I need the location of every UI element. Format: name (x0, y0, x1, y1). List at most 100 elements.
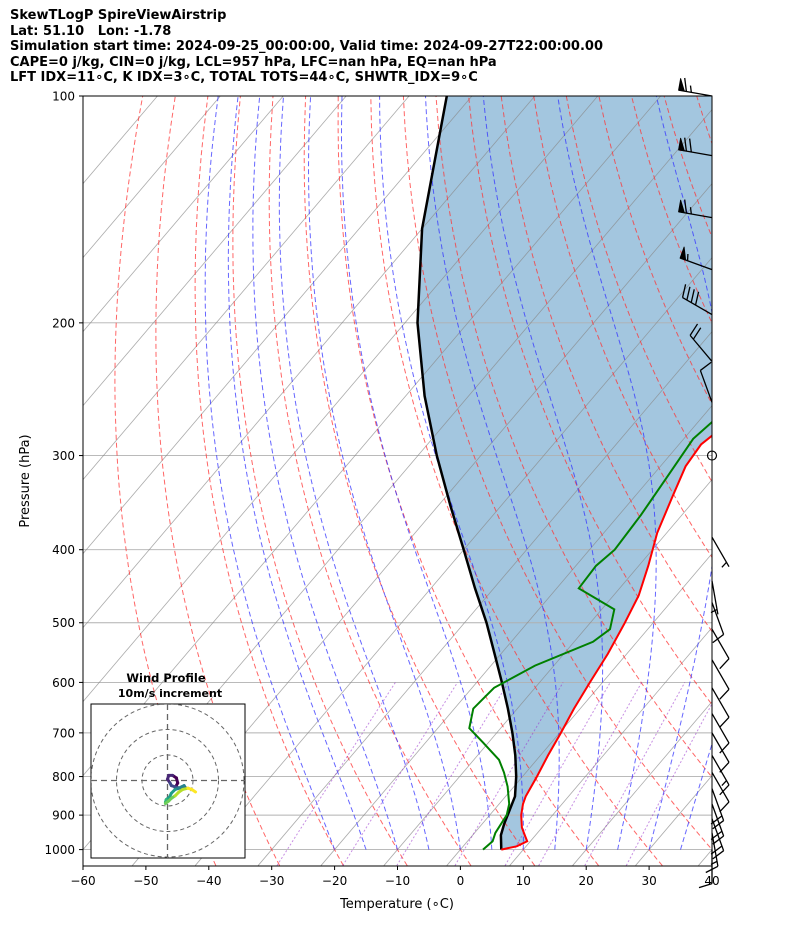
barb-staff (711, 536, 730, 567)
moist-adiabat-line (557, 96, 657, 850)
moist-adiabat-line (648, 96, 712, 850)
wind-barb (679, 246, 713, 271)
y-tick-label: 700 (52, 726, 75, 740)
mixing-ratio-line (396, 682, 509, 866)
barb-full (684, 77, 688, 92)
y-tick-label: 1000 (44, 843, 75, 857)
barb-full (719, 716, 730, 728)
barb-full (719, 658, 730, 670)
wind-barb (711, 536, 730, 568)
wind-barb (681, 284, 713, 316)
inset-plot-area (91, 704, 245, 858)
y-tick-label: 200 (52, 316, 75, 330)
isotherm-line (509, 626, 712, 866)
stability-line: CAPE=0 j/kg, CIN=0 j/kg, LCL=957 hPa, LF… (10, 54, 497, 70)
mixing-ratio-line (342, 682, 458, 866)
x-tick-label: 10 (516, 874, 531, 888)
wind-barb (678, 137, 713, 157)
barb-half (689, 207, 692, 215)
isotherm-line (257, 330, 712, 866)
barb-flag (678, 199, 685, 214)
barb-staff (711, 755, 730, 786)
hodograph-segment (190, 787, 198, 794)
isotherm-line (572, 700, 712, 866)
isotherm-line (320, 404, 712, 866)
barb-staff (711, 832, 719, 867)
mixing-ratio-line (625, 702, 712, 866)
moist-adiabat-line (204, 96, 336, 850)
dry-adiabat-line (762, 96, 794, 866)
isotherm-line (83, 96, 410, 481)
y-tick-label: 400 (52, 543, 75, 557)
shaded-area (417, 96, 712, 850)
x-tick-label: −60 (70, 874, 95, 888)
wind-barb (711, 772, 730, 813)
wind-barb (711, 755, 730, 796)
y-tick-label: 300 (52, 449, 75, 463)
isotherm-line (446, 552, 712, 866)
barb-full (690, 289, 695, 303)
chart-title: SkewTLogP SpireViewAirstrip (10, 8, 227, 23)
barb-full (692, 327, 702, 340)
wind-profile-inset: Wind Profile 10m/s increment (90, 671, 246, 859)
dry-adiabat-line (402, 96, 712, 851)
isotherm-line (698, 848, 712, 866)
barb-full (719, 688, 730, 700)
isotherm-line (83, 96, 347, 407)
barb-full (719, 784, 730, 796)
x-tick-label: −30 (259, 874, 284, 888)
location-line: Lat: 51.10 Lon: -1.78 (10, 23, 172, 39)
barb-flag (678, 137, 685, 152)
wind-barb (710, 818, 725, 860)
barb-full (688, 138, 692, 153)
barb-staff (711, 602, 725, 635)
dry-adiabat-line (729, 96, 794, 866)
wind-barb (711, 713, 730, 754)
isotherm-line (83, 96, 284, 333)
x-tick-label: −20 (322, 874, 347, 888)
barb-staff (711, 713, 730, 744)
x-tick-label: −50 (133, 874, 158, 888)
wind-barb (678, 77, 713, 97)
x-tick-label: −10 (385, 874, 410, 888)
barb-staff (711, 732, 730, 763)
dry-adiabat-line (565, 96, 712, 483)
barb-full (712, 633, 725, 644)
barb-full (686, 286, 691, 301)
y-tick-label: 500 (52, 616, 75, 630)
barb-full (681, 284, 687, 298)
x-tick-label: 40 (704, 874, 719, 888)
moist-adiabat-line (252, 96, 398, 850)
moist-adiabat-line (307, 96, 461, 850)
y-tick-label: 800 (52, 770, 75, 784)
barb-staff (711, 659, 730, 690)
indices-line: LFT IDX=11∘C, K IDX=3∘C, TOTAL TOTS=44∘C… (10, 70, 478, 86)
moist-adiabat-line (227, 96, 367, 850)
barb-full (698, 882, 713, 889)
y-tick-label: 600 (52, 676, 75, 690)
barb-half (721, 780, 727, 786)
barb-full (694, 291, 700, 306)
dry-adiabat-line (370, 96, 663, 866)
barb-staff (711, 788, 725, 821)
dry-adiabat-line (268, 96, 472, 866)
wind-barb (711, 602, 725, 644)
wind-barb (711, 659, 730, 700)
barb-flag (679, 246, 687, 261)
x-axis-label: Temperature (∘C) (339, 897, 454, 912)
dry-adiabat-line (155, 96, 281, 866)
barb-full (719, 801, 730, 813)
barb-staff (711, 580, 719, 615)
y-tick-label: 900 (52, 809, 75, 823)
isotherm-line (83, 96, 599, 703)
dry-adiabat-line (194, 96, 344, 866)
inset-title: Wind Profile (126, 671, 206, 685)
mixing-ratio-line (584, 682, 686, 866)
y-tick-label: 100 (52, 90, 75, 104)
chart-header: SkewTLogP SpireViewAirstrip Lat: 51.10 L… (10, 8, 603, 86)
barb-full (684, 199, 688, 214)
wind-barb (689, 323, 713, 362)
barb-staff (711, 803, 725, 837)
x-tick-label: 30 (641, 874, 656, 888)
